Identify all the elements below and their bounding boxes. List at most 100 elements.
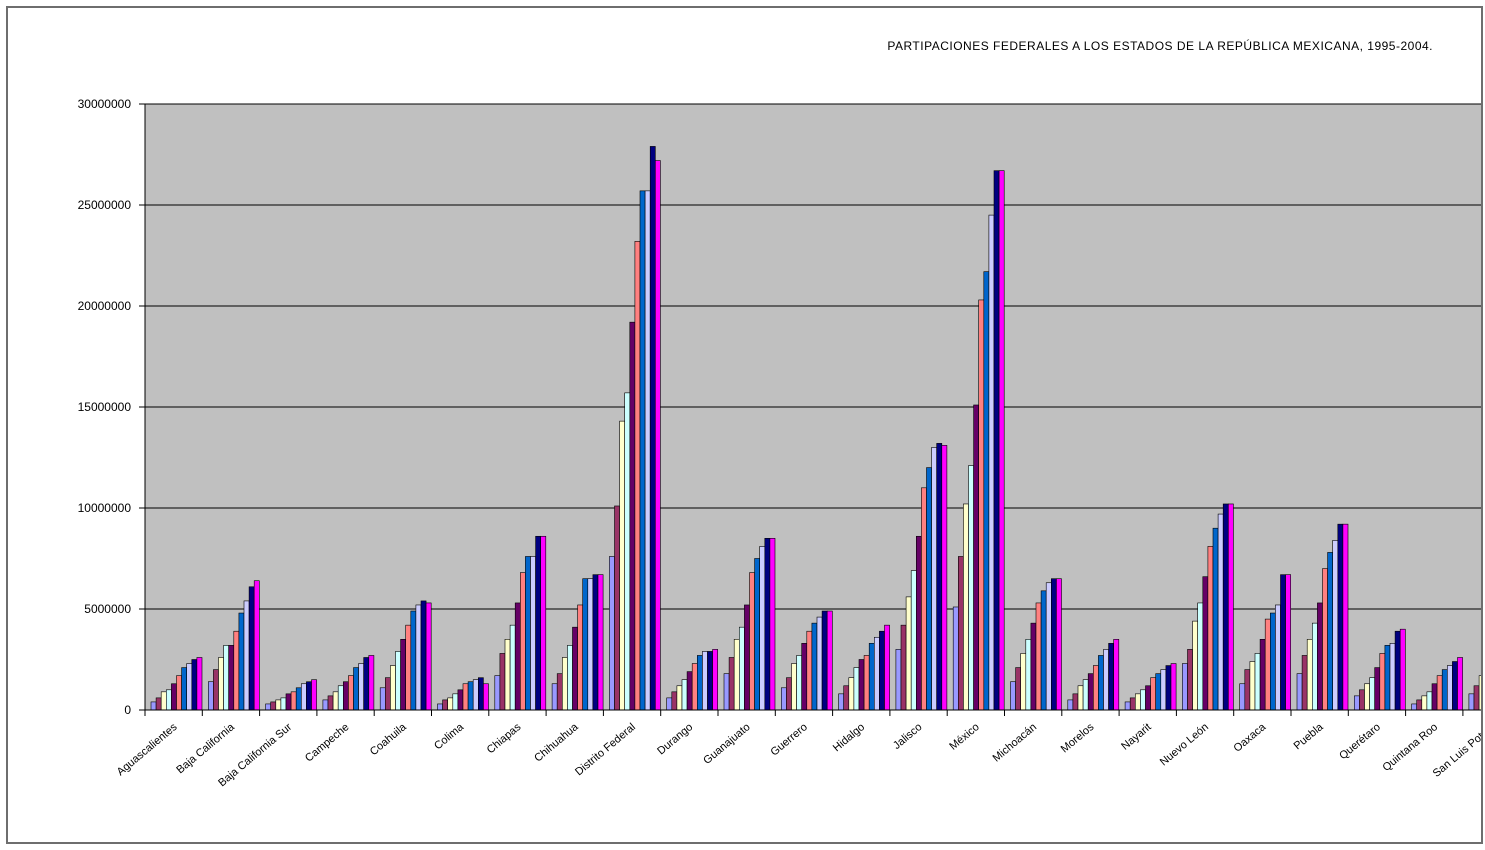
bar (535, 535, 541, 711)
x-tick-label: Puebla (1292, 721, 1327, 753)
bar (811, 622, 818, 711)
bar (1457, 657, 1463, 711)
bar (1077, 685, 1084, 711)
bar (905, 596, 912, 711)
bar (519, 572, 526, 711)
x-tick-label: México (947, 721, 981, 753)
bar (1327, 552, 1333, 711)
x-tick-label: Chiapas (485, 721, 524, 756)
bar (978, 299, 985, 711)
y-tick-label: 10000000 (78, 501, 132, 515)
y-tick-label: 0 (124, 703, 131, 717)
bar (873, 636, 880, 711)
bar (243, 600, 250, 711)
bar (1332, 540, 1339, 711)
bar (1228, 503, 1234, 711)
bar (868, 643, 875, 711)
bar (1447, 665, 1453, 711)
bar (676, 685, 683, 711)
bar (467, 681, 474, 711)
bar (1259, 638, 1266, 711)
x-tick-label: Michoacán (991, 721, 1039, 764)
bar (733, 638, 740, 711)
gridlines (145, 103, 1481, 610)
bar (1296, 673, 1303, 711)
bar (248, 586, 255, 711)
bar (1087, 673, 1094, 711)
bar (879, 630, 885, 711)
bar (442, 699, 449, 711)
bar (796, 655, 802, 711)
bar (754, 558, 760, 711)
x-tick-label: Chihuahua (532, 721, 581, 765)
bar (447, 697, 454, 711)
bar (983, 271, 990, 711)
bar (587, 578, 594, 711)
bar (816, 616, 823, 711)
bar (208, 681, 214, 711)
bar (540, 535, 547, 711)
bar (530, 556, 536, 711)
x-tick-label: Aguascalientes (115, 721, 180, 778)
bar (1165, 665, 1172, 711)
bar (1416, 699, 1423, 711)
bar (425, 602, 432, 711)
bar (223, 645, 230, 711)
bar (1285, 574, 1291, 711)
bar (348, 675, 354, 711)
x-tick-label: Nuevo León (1158, 721, 1211, 768)
bar (843, 685, 850, 711)
bar (1354, 695, 1360, 711)
bar-series (150, 146, 1481, 711)
bar (1421, 695, 1428, 711)
bar (681, 679, 688, 711)
bar (1431, 683, 1438, 711)
bar (707, 651, 713, 711)
bar (514, 602, 521, 711)
bar (791, 663, 797, 711)
bar (629, 321, 636, 711)
bar (1108, 643, 1114, 711)
bar (368, 655, 375, 711)
bar (1270, 612, 1276, 711)
bar (1160, 669, 1167, 711)
x-tick-label: Jalisco (891, 721, 924, 752)
bar (1051, 578, 1057, 711)
bar (494, 675, 501, 711)
bar (285, 693, 292, 711)
bar (1254, 653, 1261, 711)
bar (696, 655, 703, 711)
bar (671, 691, 678, 711)
bar (420, 600, 427, 711)
bar (567, 645, 573, 711)
bar (379, 687, 386, 711)
bar (988, 214, 995, 711)
bar (1082, 679, 1089, 711)
bar (353, 667, 359, 711)
bar (853, 667, 860, 711)
bar (619, 420, 625, 711)
bar (410, 610, 417, 711)
bar (1394, 630, 1401, 711)
bar (915, 535, 922, 711)
bar (738, 626, 745, 711)
bar (280, 697, 287, 711)
bar (437, 703, 443, 711)
bar (1098, 655, 1104, 711)
bar (1207, 546, 1214, 711)
bar (327, 695, 334, 711)
bar (821, 610, 828, 711)
bar (1399, 628, 1406, 711)
bar (998, 170, 1005, 711)
bar (597, 574, 604, 711)
bar (556, 673, 563, 711)
bar (1020, 653, 1027, 711)
bar (1239, 683, 1246, 711)
bar (213, 669, 219, 711)
bar (400, 638, 407, 711)
x-tick-label: Baja California (174, 721, 237, 777)
bar (504, 638, 511, 711)
bar (973, 404, 979, 711)
bar (1337, 523, 1344, 711)
bar (1426, 691, 1433, 711)
